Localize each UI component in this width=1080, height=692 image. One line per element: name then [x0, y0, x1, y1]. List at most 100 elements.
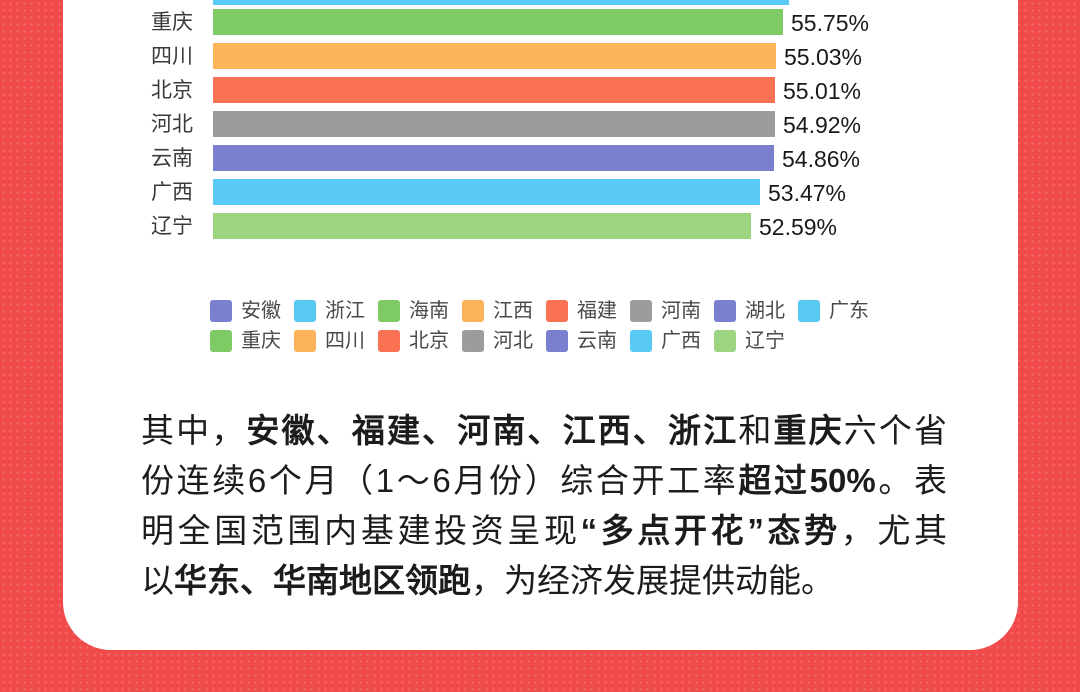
paragraph-line: 明全国范围内基建投资呈现“多点开花”态势，尤其: [141, 506, 947, 556]
legend-label: 江西: [493, 300, 533, 322]
bar-value: 55.01%: [783, 78, 862, 104]
paragraph-text: 以: [141, 562, 174, 599]
paragraph-line: 其中，安徽、福建、河南、江西、浙江和重庆六个省: [141, 406, 947, 456]
bar-clipped: [213, 0, 789, 5]
legend-label: 重庆: [241, 330, 281, 352]
legend-swatch: [630, 330, 652, 352]
paragraph-text: 份连续6个月（1～6月份）综合开工率: [141, 462, 739, 499]
bar-label: 辽宁: [151, 215, 193, 238]
legend-label: 河南: [661, 300, 701, 322]
paragraph-text-bold: 重庆: [773, 412, 844, 449]
bar-row-1: 四川 55.03%: [63, 43, 1018, 70]
paragraph-line: 以华东、华南地区领跑，为经济发展提供动能。: [141, 556, 947, 606]
bar-label: 北京: [151, 79, 193, 102]
legend-swatch: [714, 300, 736, 322]
bar-label: 云南: [151, 147, 193, 170]
legend-swatch: [378, 330, 400, 352]
bar-label: 河北: [151, 113, 193, 136]
paragraph-text: ，为经济发展提供动能。: [471, 562, 834, 599]
legend-item: 河南: [630, 300, 701, 322]
legend-swatch: [462, 330, 484, 352]
bar-row-5: 广西 53.47%: [63, 179, 1018, 206]
legend-swatch: [546, 300, 568, 322]
legend-item: 湖北: [714, 300, 785, 322]
legend-item: 重庆: [210, 330, 281, 352]
legend-item: 辽宁: [714, 330, 785, 352]
legend-row-0: 安徽 浙江 海南 江西 福建 河南 湖北 广东: [210, 300, 950, 322]
bar-value: 55.75%: [791, 10, 870, 36]
bar: [213, 9, 783, 35]
bar-row-4: 云南 54.86%: [63, 145, 1018, 172]
bar-label: 四川: [151, 45, 193, 68]
legend-label: 安徽: [241, 300, 281, 322]
paragraph-text: 其中，: [141, 412, 247, 449]
legend-item: 河北: [462, 330, 533, 352]
content-card: 重庆 55.75% 四川 55.03% 北京 55.01% 河北 54.92% 云南 54.86%…: [63, 0, 1018, 650]
legend-item: 浙江: [294, 300, 365, 322]
bar: [213, 111, 775, 137]
legend-label: 浙江: [325, 300, 365, 322]
bar-row-6: 辽宁 52.59%: [63, 213, 1018, 240]
legend-label: 北京: [409, 330, 449, 352]
legend-label: 河北: [493, 330, 533, 352]
paragraph-text: 和: [738, 412, 774, 449]
chart-legend: 安徽 浙江 海南 江西 福建 河南 湖北 广东重庆 四川 北京 河北 云南 广西 辽宁: [210, 300, 950, 360]
legend-swatch: [798, 300, 820, 322]
legend-item: 江西: [462, 300, 533, 322]
bar-value: 53.47%: [768, 180, 847, 206]
legend-swatch: [210, 300, 232, 322]
legend-item: 海南: [378, 300, 449, 322]
bar-row-3: 河北 54.92%: [63, 111, 1018, 138]
bar: [213, 43, 776, 69]
legend-swatch: [630, 300, 652, 322]
paragraph-text-bold: 华东、华南地区领跑: [174, 562, 471, 599]
paragraph-text: 明全国范围内基建投资呈现: [141, 512, 581, 549]
legend-item: 云南: [546, 330, 617, 352]
legend-item: 广西: [630, 330, 701, 352]
legend-swatch: [210, 330, 232, 352]
legend-swatch: [462, 300, 484, 322]
legend-item: 安徽: [210, 300, 281, 322]
bar: [213, 213, 751, 239]
legend-label: 云南: [577, 330, 617, 352]
paragraph-line: 份连续6个月（1～6月份）综合开工率超过50%。表: [141, 456, 947, 506]
paragraph-text-bold: 安徽、福建、河南、江西、浙江: [246, 412, 739, 449]
bar-label: 重庆: [151, 11, 193, 34]
legend-item: 福建: [546, 300, 617, 322]
bar-row-0: 重庆 55.75%: [63, 9, 1018, 36]
legend-item: 北京: [378, 330, 449, 352]
bar: [213, 179, 760, 205]
bar-value: 54.86%: [782, 146, 861, 172]
bar-row-2: 北京 55.01%: [63, 77, 1018, 104]
bar-value: 52.59%: [759, 214, 838, 240]
paragraph-text: 。表: [875, 462, 947, 499]
bar-value: 54.92%: [783, 112, 862, 138]
summary-paragraph: 其中，安徽、福建、河南、江西、浙江和重庆六个省 份连续6个月（1～6月份）综合开工…: [141, 406, 947, 606]
legend-item: 广东: [798, 300, 869, 322]
legend-label: 广西: [661, 330, 701, 352]
legend-label: 湖北: [745, 300, 785, 322]
paragraph-text: 六个省: [843, 412, 947, 449]
paragraph-text-bold: “多点开花”态势: [580, 512, 841, 549]
legend-swatch: [714, 330, 736, 352]
legend-swatch: [294, 330, 316, 352]
bar: [213, 77, 775, 103]
legend-label: 辽宁: [745, 330, 785, 352]
bar-label: 广西: [151, 181, 193, 204]
legend-item: 四川: [294, 330, 365, 352]
bar-chart: 重庆 55.75% 四川 55.03% 北京 55.01% 河北 54.92% 云南 54.86%…: [63, 0, 1018, 360]
bar-value: 55.03%: [784, 44, 863, 70]
paragraph-text-bold: 超过50%: [738, 462, 876, 499]
legend-swatch: [294, 300, 316, 322]
legend-label: 海南: [409, 300, 449, 322]
legend-row-1: 重庆 四川 北京 河北 云南 广西 辽宁: [210, 330, 950, 352]
legend-swatch: [546, 330, 568, 352]
legend-label: 福建: [577, 300, 617, 322]
bar-row-clipped: [63, 0, 1018, 5]
paragraph-text: ，尤其: [840, 512, 947, 549]
legend-swatch: [378, 300, 400, 322]
legend-label: 四川: [325, 330, 365, 352]
bar: [213, 145, 774, 171]
legend-label: 广东: [829, 300, 869, 322]
